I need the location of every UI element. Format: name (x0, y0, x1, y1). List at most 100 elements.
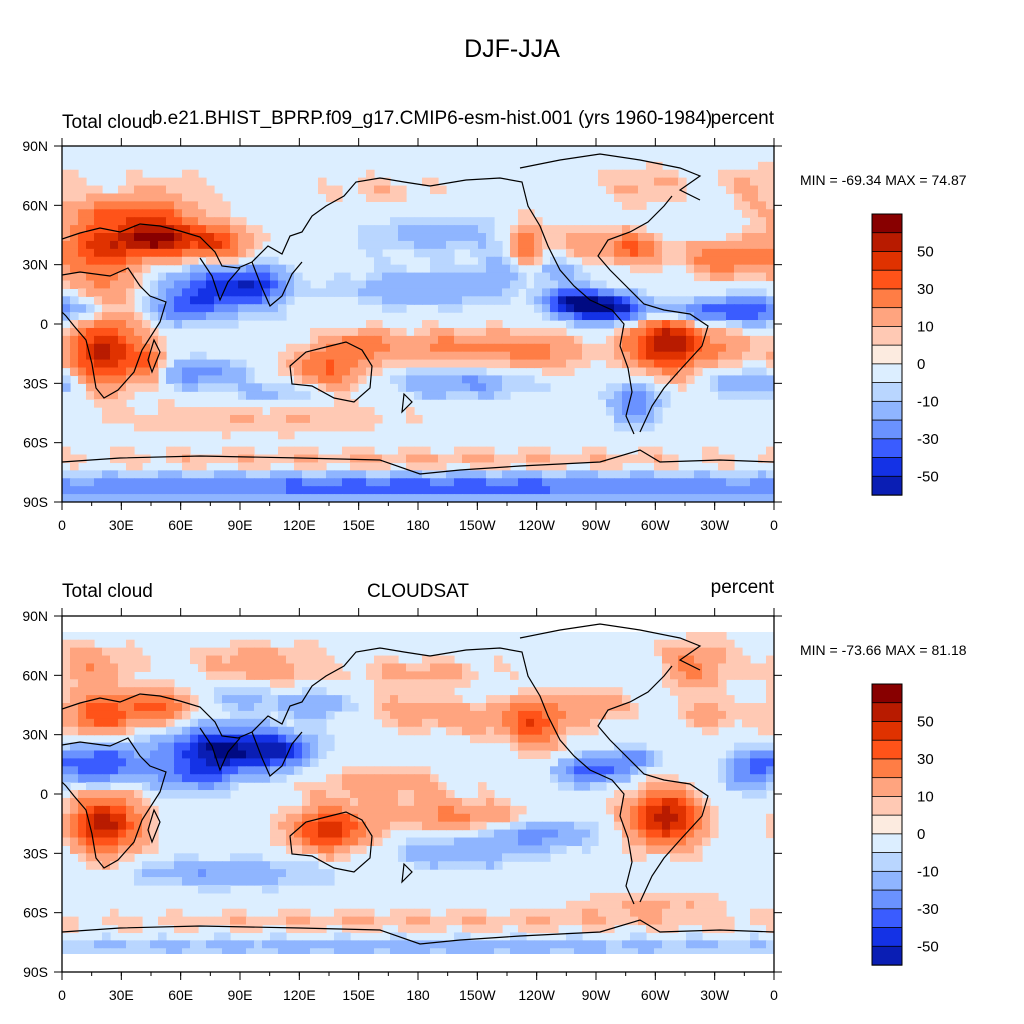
field-cell (174, 750, 183, 759)
field-cell (678, 837, 687, 847)
field-cell (622, 892, 631, 902)
field-cell (606, 399, 615, 408)
field-cell (142, 454, 151, 464)
field-cell (174, 312, 183, 321)
field-cell (742, 494, 751, 502)
field-cell (494, 454, 503, 464)
field-cell (166, 217, 175, 226)
field-cell (510, 351, 519, 361)
field-cell (422, 940, 431, 949)
field-cell (510, 272, 519, 282)
field-cell (174, 774, 183, 783)
field-cell (446, 797, 455, 807)
field-cell (358, 790, 367, 799)
field-cell (302, 758, 311, 767)
field-cell (358, 837, 367, 847)
field-cell (214, 916, 223, 926)
field-cell (454, 671, 463, 680)
field-cell (614, 750, 623, 759)
field-cell (470, 924, 479, 934)
field-cell (734, 177, 743, 187)
field-cell (470, 797, 479, 807)
field-cell (502, 359, 511, 369)
colorbar-label: -50 (917, 468, 939, 485)
field-cell (62, 185, 71, 195)
field-cell (206, 367, 215, 377)
field-cell (150, 233, 159, 242)
field-cell (542, 837, 551, 847)
field-cell (174, 853, 183, 862)
field-cell (86, 248, 95, 258)
field-cell (598, 924, 607, 934)
field-cell (262, 758, 271, 767)
field-cell (350, 797, 359, 807)
field-cell (566, 264, 575, 274)
field-cell (654, 940, 663, 949)
field-cell (334, 774, 343, 783)
field-cell (334, 351, 343, 361)
field-cell (414, 351, 423, 361)
field-cell (670, 193, 679, 202)
field-cell (302, 280, 311, 289)
field-cell (454, 217, 463, 226)
field-cell (318, 877, 327, 886)
field-cell (150, 758, 159, 767)
field-cell (742, 940, 751, 949)
field-cell (766, 663, 774, 672)
field-cell (86, 782, 95, 791)
field-cell (670, 486, 679, 495)
field-cell (702, 671, 711, 680)
field-cell (78, 375, 87, 384)
field-cell (110, 671, 119, 680)
field-cell (342, 853, 351, 862)
field-cell (654, 185, 663, 195)
field-cell (726, 272, 735, 282)
field-cell (382, 813, 391, 823)
field-cell (518, 248, 527, 258)
coastline-new-zealand (401, 862, 413, 884)
field-cell (318, 647, 327, 657)
field-cell (622, 335, 631, 345)
panel-obs-minmax: MIN = -73.66 MAX = 81.18 (800, 642, 967, 658)
field-cell (118, 750, 127, 759)
field-cell (222, 726, 231, 736)
field-cell (374, 494, 383, 502)
field-cell (526, 383, 535, 392)
field-cell (374, 240, 383, 250)
field-cell (726, 948, 735, 957)
field-cell (198, 193, 207, 202)
field-cell (110, 805, 119, 815)
field-cell (438, 264, 447, 274)
field-cell (606, 687, 615, 696)
field-cell (766, 264, 774, 274)
field-cell (486, 861, 495, 870)
field-cell (582, 233, 591, 242)
field-cell (718, 335, 727, 345)
field-cell (134, 470, 143, 479)
field-cell (278, 422, 287, 432)
field-cell (566, 248, 575, 258)
field-cell (478, 821, 487, 831)
field-cell (126, 647, 135, 657)
field-cell (414, 478, 423, 487)
field-cell (62, 494, 71, 502)
field-cell (654, 193, 663, 202)
field-cell (190, 407, 199, 416)
field-cell (406, 679, 415, 688)
field-cell (302, 359, 311, 369)
field-cell (590, 343, 599, 353)
field-cell (150, 821, 159, 831)
field-cell (238, 687, 247, 696)
field-cell (638, 240, 647, 250)
field-cell (566, 908, 575, 918)
field-cell (534, 280, 543, 289)
field-cell (262, 940, 271, 949)
field-cell (318, 687, 327, 696)
field-cell (526, 821, 535, 831)
field-cell (286, 494, 295, 502)
field-cell (342, 359, 351, 369)
field-cell (422, 861, 431, 870)
field-cell (326, 185, 335, 195)
field-cell (406, 687, 415, 696)
field-cell (590, 726, 599, 736)
